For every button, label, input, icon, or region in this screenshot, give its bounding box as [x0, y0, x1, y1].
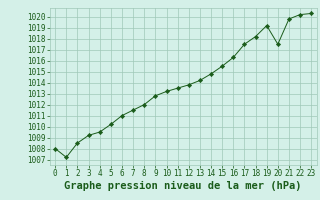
X-axis label: Graphe pression niveau de la mer (hPa): Graphe pression niveau de la mer (hPa)	[64, 181, 302, 191]
